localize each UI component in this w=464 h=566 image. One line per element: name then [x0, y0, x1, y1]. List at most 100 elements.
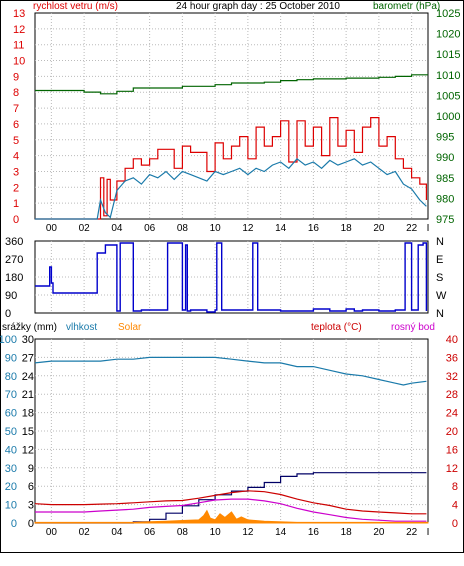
- tick-label-left: 2: [13, 182, 19, 194]
- tick-label-temp: 12: [446, 463, 458, 475]
- tick-label-x: 18: [341, 223, 353, 234]
- tick-label-left: 180: [5, 272, 23, 284]
- tick-label-temp: 28: [446, 389, 458, 401]
- tick-label-right: S: [436, 272, 443, 284]
- tick-label-x: 14: [275, 527, 287, 538]
- tick-label-x: 22: [406, 527, 418, 538]
- chart-title: 24 hour graph day : 25 October 2010: [176, 1, 340, 12]
- tick-label-rain: 3: [28, 500, 34, 512]
- tick-label-right: 1025: [436, 8, 460, 20]
- tick-label-left: 9: [13, 71, 19, 83]
- tick-label-left: 8: [13, 87, 19, 99]
- tick-label-x: 08: [177, 223, 189, 234]
- series-wind: [35, 157, 427, 220]
- tick-label-humidity: 10: [5, 500, 17, 512]
- label-dew: rosný bod: [391, 322, 435, 333]
- tick-label-x: 14: [275, 223, 287, 234]
- tick-label-left: 270: [5, 254, 23, 266]
- tick-label-left: 4: [13, 151, 19, 163]
- label-temp: teplota (°C): [311, 322, 362, 333]
- tick-label-right: 1010: [436, 70, 460, 82]
- tick-label-left: 10: [13, 56, 25, 68]
- tick-label-left: 360: [5, 236, 23, 248]
- tick-label-right: N: [436, 308, 444, 320]
- tick-label-x: 06: [144, 527, 156, 538]
- tick-label-temp: 4: [452, 500, 458, 512]
- series-direction: [35, 242, 428, 313]
- series-humidity: [34, 356, 427, 386]
- tick-label-x: 04: [111, 223, 123, 234]
- tick-label-x: 12: [242, 223, 254, 234]
- tick-label-x: 10: [210, 223, 222, 234]
- series-solar: [34, 509, 429, 524]
- tick-label-rain: 15: [22, 426, 34, 438]
- tick-label-x: 16: [308, 527, 320, 538]
- tick-label-temp: 36: [446, 352, 458, 364]
- tick-label-rain: 0: [28, 518, 34, 530]
- series-gust: [35, 116, 427, 220]
- tick-label-left: 1: [13, 198, 19, 210]
- tick-label-right: 985: [436, 173, 454, 185]
- tick-label-right: 990: [436, 152, 454, 164]
- series-pressure: [35, 74, 428, 95]
- tick-label-left: 6: [13, 119, 19, 131]
- tick-label-x: I: [427, 223, 430, 234]
- tick-label-rain: 30: [22, 334, 34, 346]
- tick-label-temp: 20: [446, 426, 458, 438]
- tick-label-x: 12: [242, 527, 254, 538]
- tick-label-x: 02: [79, 223, 91, 234]
- tick-label-left: 12: [13, 24, 25, 36]
- tick-label-humidity: 40: [5, 444, 17, 456]
- tick-label-humidity: 0: [11, 518, 17, 530]
- tick-label-rain: 21: [22, 389, 34, 401]
- tick-label-right: 980: [436, 193, 454, 205]
- panel2-frame: [34, 240, 429, 314]
- tick-label-rain: 6: [28, 481, 34, 493]
- tick-label-humidity: 90: [5, 352, 17, 364]
- series-temp: [34, 490, 427, 515]
- tick-label-rain: 18: [22, 408, 34, 420]
- tick-label-humidity: 80: [5, 371, 17, 383]
- tick-label-x: 04: [111, 527, 123, 538]
- tick-label-right: 1015: [436, 49, 460, 61]
- tick-label-humidity: 50: [5, 426, 17, 438]
- series-dew: [35, 498, 427, 522]
- ylabel-left: rychlost vetru (m/s): [33, 1, 118, 12]
- tick-label-x: 10: [210, 527, 222, 538]
- tick-label-humidity: 70: [5, 389, 17, 401]
- tick-label-x: I: [427, 527, 430, 538]
- tick-label-right: W: [436, 290, 447, 302]
- label-solar: Solar: [118, 322, 142, 333]
- tick-label-right: 975: [436, 214, 454, 226]
- tick-label-right: 995: [436, 132, 454, 144]
- tick-label-x: 20: [373, 223, 385, 234]
- tick-label-left: 5: [13, 135, 19, 147]
- tick-label-x: 08: [177, 527, 189, 538]
- tick-label-humidity: 30: [5, 463, 17, 475]
- tick-label-right: N: [436, 236, 444, 248]
- tick-label-right: 1020: [436, 29, 460, 41]
- label-rain: srážky (mm): [2, 322, 57, 333]
- tick-label-temp: 40: [446, 334, 458, 346]
- tick-label-x: 20: [373, 527, 385, 538]
- tick-label-temp: 24: [446, 408, 458, 420]
- panel1-frame: [34, 12, 429, 220]
- tick-label-rain: 12: [22, 444, 34, 456]
- tick-label-left: 3: [13, 166, 19, 178]
- tick-label-humidity: 60: [5, 408, 17, 420]
- tick-label-temp: 0: [452, 518, 458, 530]
- tick-label-rain: 9: [28, 463, 34, 475]
- tick-label-rain: 27: [22, 352, 34, 364]
- tick-label-temp: 16: [446, 444, 458, 456]
- tick-label-left: 0: [5, 308, 11, 320]
- tick-label-left: 90: [5, 290, 17, 302]
- tick-label-left: 11: [13, 40, 24, 52]
- label-humidity: vlhkost: [66, 322, 97, 333]
- tick-label-left: 13: [13, 8, 25, 20]
- tick-label-humidity: 20: [5, 481, 17, 493]
- tick-label-left: 0: [13, 214, 19, 226]
- tick-label-right: 1000: [436, 111, 460, 123]
- tick-label-x: 00: [46, 223, 58, 234]
